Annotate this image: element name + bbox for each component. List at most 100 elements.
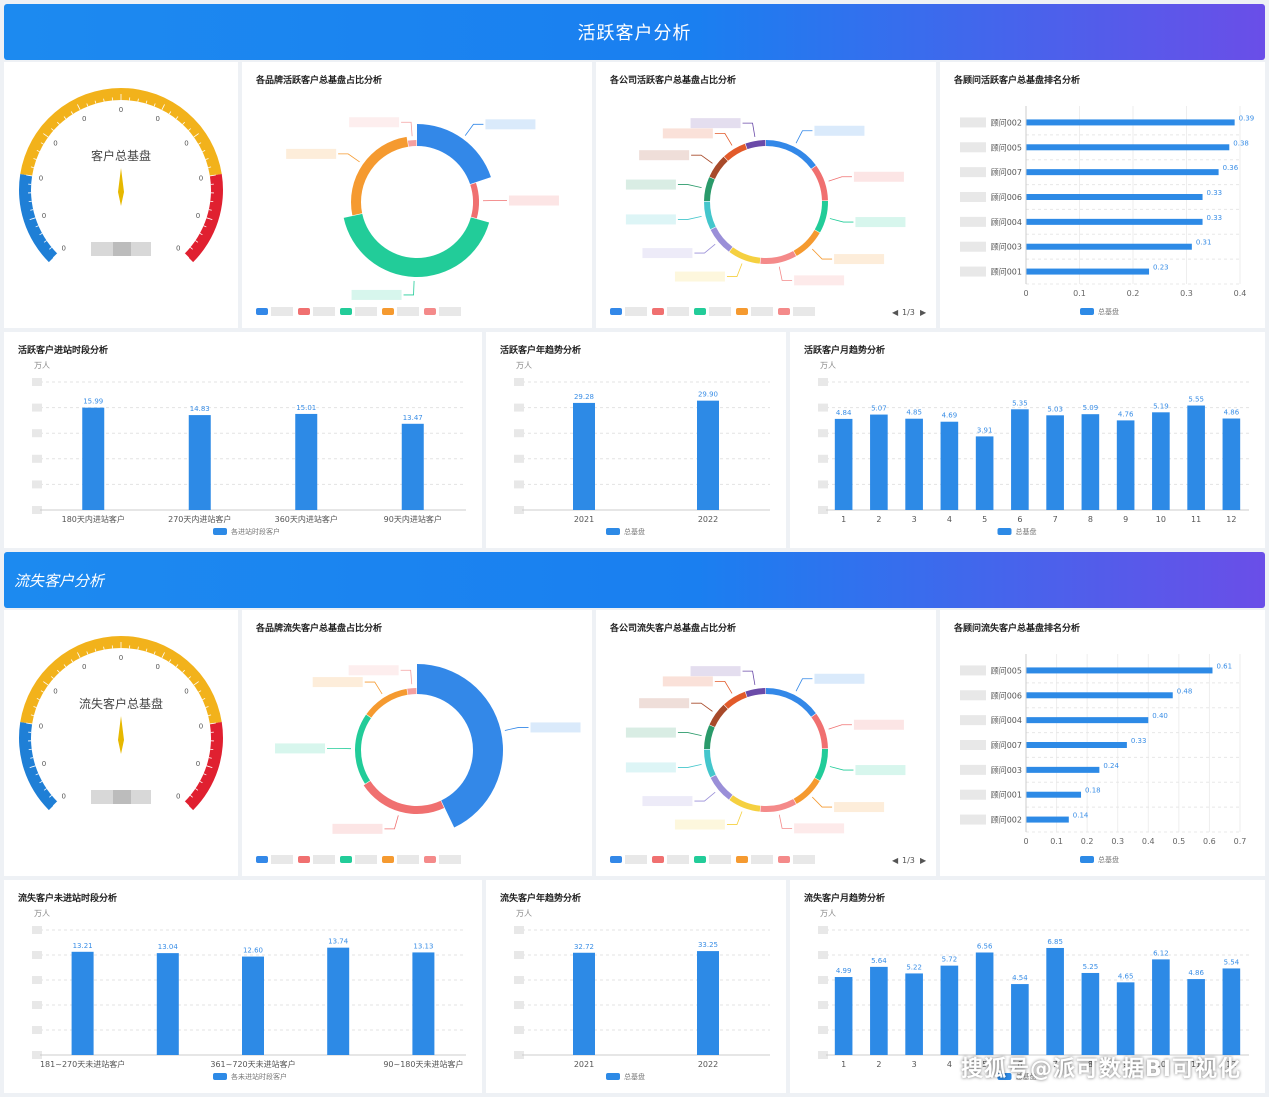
gauge-tick: [39, 233, 43, 236]
donut-segment: [793, 778, 820, 804]
bar: [940, 965, 959, 1055]
category-label: 顾问002: [991, 816, 1022, 825]
legend-swatch: [997, 528, 1012, 535]
gauge-tick: [193, 681, 199, 686]
data-label: 0.18: [1085, 787, 1101, 795]
gauge-tick: [208, 166, 212, 169]
leader-line: [778, 266, 793, 281]
blurred-slice-label: [351, 289, 402, 300]
donut-segment: [709, 156, 728, 180]
tick-label: 0.2: [1081, 837, 1094, 846]
leader-line: [714, 681, 733, 694]
gauge-tick: [205, 158, 209, 160]
gauge-tick-label: 0: [53, 139, 57, 147]
category-label: 顾问003: [991, 243, 1022, 252]
donut-segment: [343, 213, 490, 277]
bar: [1011, 984, 1029, 1055]
legend-swatch: [1080, 856, 1094, 863]
data-label: 5.35: [1012, 399, 1028, 407]
watermark: 搜狐号@派可数据BI可视化: [961, 1057, 1241, 1082]
bar: [1116, 982, 1135, 1055]
gauge-tick: [190, 795, 193, 798]
blurred-slice-label: [508, 195, 559, 206]
blurred-prefix: [960, 241, 986, 252]
leader-line: [828, 176, 852, 182]
leader-line: [778, 814, 793, 829]
rank-chart: 0 0.1 0.2 0.3 0.4 0.5 0.6 0.7 顾问005 0.61 顾问006 0.48…: [960, 654, 1246, 864]
bar: [1011, 409, 1029, 510]
tick-label: 2: [876, 515, 881, 524]
category-label: 顾问004: [991, 716, 1022, 725]
gauge-chart: 0 0 0 0 0 0 0 0 0 0 0 流失客户总基盘: [19, 635, 224, 811]
donut-segment: [814, 200, 828, 233]
donut-segment: [766, 688, 816, 717]
data-label: 0.48: [1177, 687, 1193, 695]
blurred-tick: [818, 480, 828, 489]
leader-line: [384, 815, 399, 830]
gauge-tick-label: 0: [82, 663, 86, 671]
bar: [1222, 968, 1241, 1055]
bar: [401, 423, 424, 510]
blurred-tick: [514, 506, 524, 514]
gauge-tick: [103, 646, 105, 650]
bar: [697, 951, 719, 1055]
donut-segment: [366, 688, 408, 718]
panel-title: 各顾问流失客户总基盘排名分析: [954, 624, 1081, 634]
yearly-chart: 万人 32.72 2021 33.25 2022 总基盘: [514, 909, 770, 1081]
bar: [1026, 791, 1082, 798]
donut-segment: [355, 714, 371, 784]
gauge-needle: [118, 716, 124, 754]
gauge-tick-label: 0: [156, 115, 160, 123]
gauge-tick: [145, 100, 148, 104]
data-label: 29.28: [574, 393, 594, 401]
category-label: 顾问001: [991, 268, 1022, 277]
tick-label: 0: [1023, 837, 1028, 846]
legend-swatch: [340, 856, 352, 863]
data-label: 3.91: [977, 426, 993, 434]
tick-label: 4: [947, 1060, 952, 1069]
gauge-tick-label: 0: [61, 244, 65, 252]
donut-segment: [745, 140, 766, 150]
gauge-tick: [202, 150, 206, 153]
bar: [940, 421, 959, 510]
blurred-legend-label: [709, 855, 731, 864]
yearly-panel: 流失客户年趋势分析 万人 32.72 2021 33.25 2022 总基盘: [486, 880, 786, 1093]
leader-line: [811, 248, 833, 260]
bar: [975, 436, 994, 510]
panel-title: 各公司活跃客户总基盘占比分析: [610, 76, 737, 86]
data-label: 5.22: [906, 963, 922, 971]
leader-line: [691, 154, 713, 164]
blurred-slice-label: [690, 666, 741, 677]
gauge-tick: [35, 773, 39, 776]
blurred-legend-label: [313, 855, 335, 864]
gauge-tick: [86, 103, 89, 107]
gauge-tick-label: 0: [184, 139, 188, 147]
donut-segment: [811, 713, 828, 749]
gauge-tick-label: 0: [42, 760, 46, 768]
blurred-tick: [32, 378, 42, 386]
blurred-prefix: [960, 167, 986, 178]
bar: [697, 400, 719, 510]
gauge-tick: [168, 659, 172, 663]
tick-label: 11: [1191, 515, 1201, 524]
gauge-tick: [195, 240, 199, 243]
blurred-tick: [32, 454, 42, 463]
pager-next-icon: ▶: [920, 856, 927, 865]
donut-segment: [407, 688, 417, 695]
data-label: 33.25: [698, 941, 718, 949]
data-label: 13.04: [158, 943, 179, 951]
gauge-tick: [33, 158, 37, 160]
brand-donut-chart: [256, 117, 559, 316]
data-label: 4.86: [1224, 409, 1240, 417]
bar: [573, 952, 595, 1055]
blurred-prefix: [960, 789, 986, 800]
data-label: 0.33: [1131, 737, 1147, 745]
yearly-panel: 活跃客户年趋势分析 万人 29.28 2021 29.90 2022 总基盘: [486, 332, 786, 548]
data-label: 6.56: [977, 943, 993, 951]
leader-line: [694, 791, 716, 802]
gauge-tick-label: 0: [199, 174, 203, 182]
legend-swatch: [652, 856, 664, 863]
brand-donut-panel: 各品牌活跃客户总基盘占比分析: [242, 62, 592, 328]
leader-line: [828, 724, 852, 730]
tick-label: 361~720天未进站客户: [210, 1059, 295, 1069]
